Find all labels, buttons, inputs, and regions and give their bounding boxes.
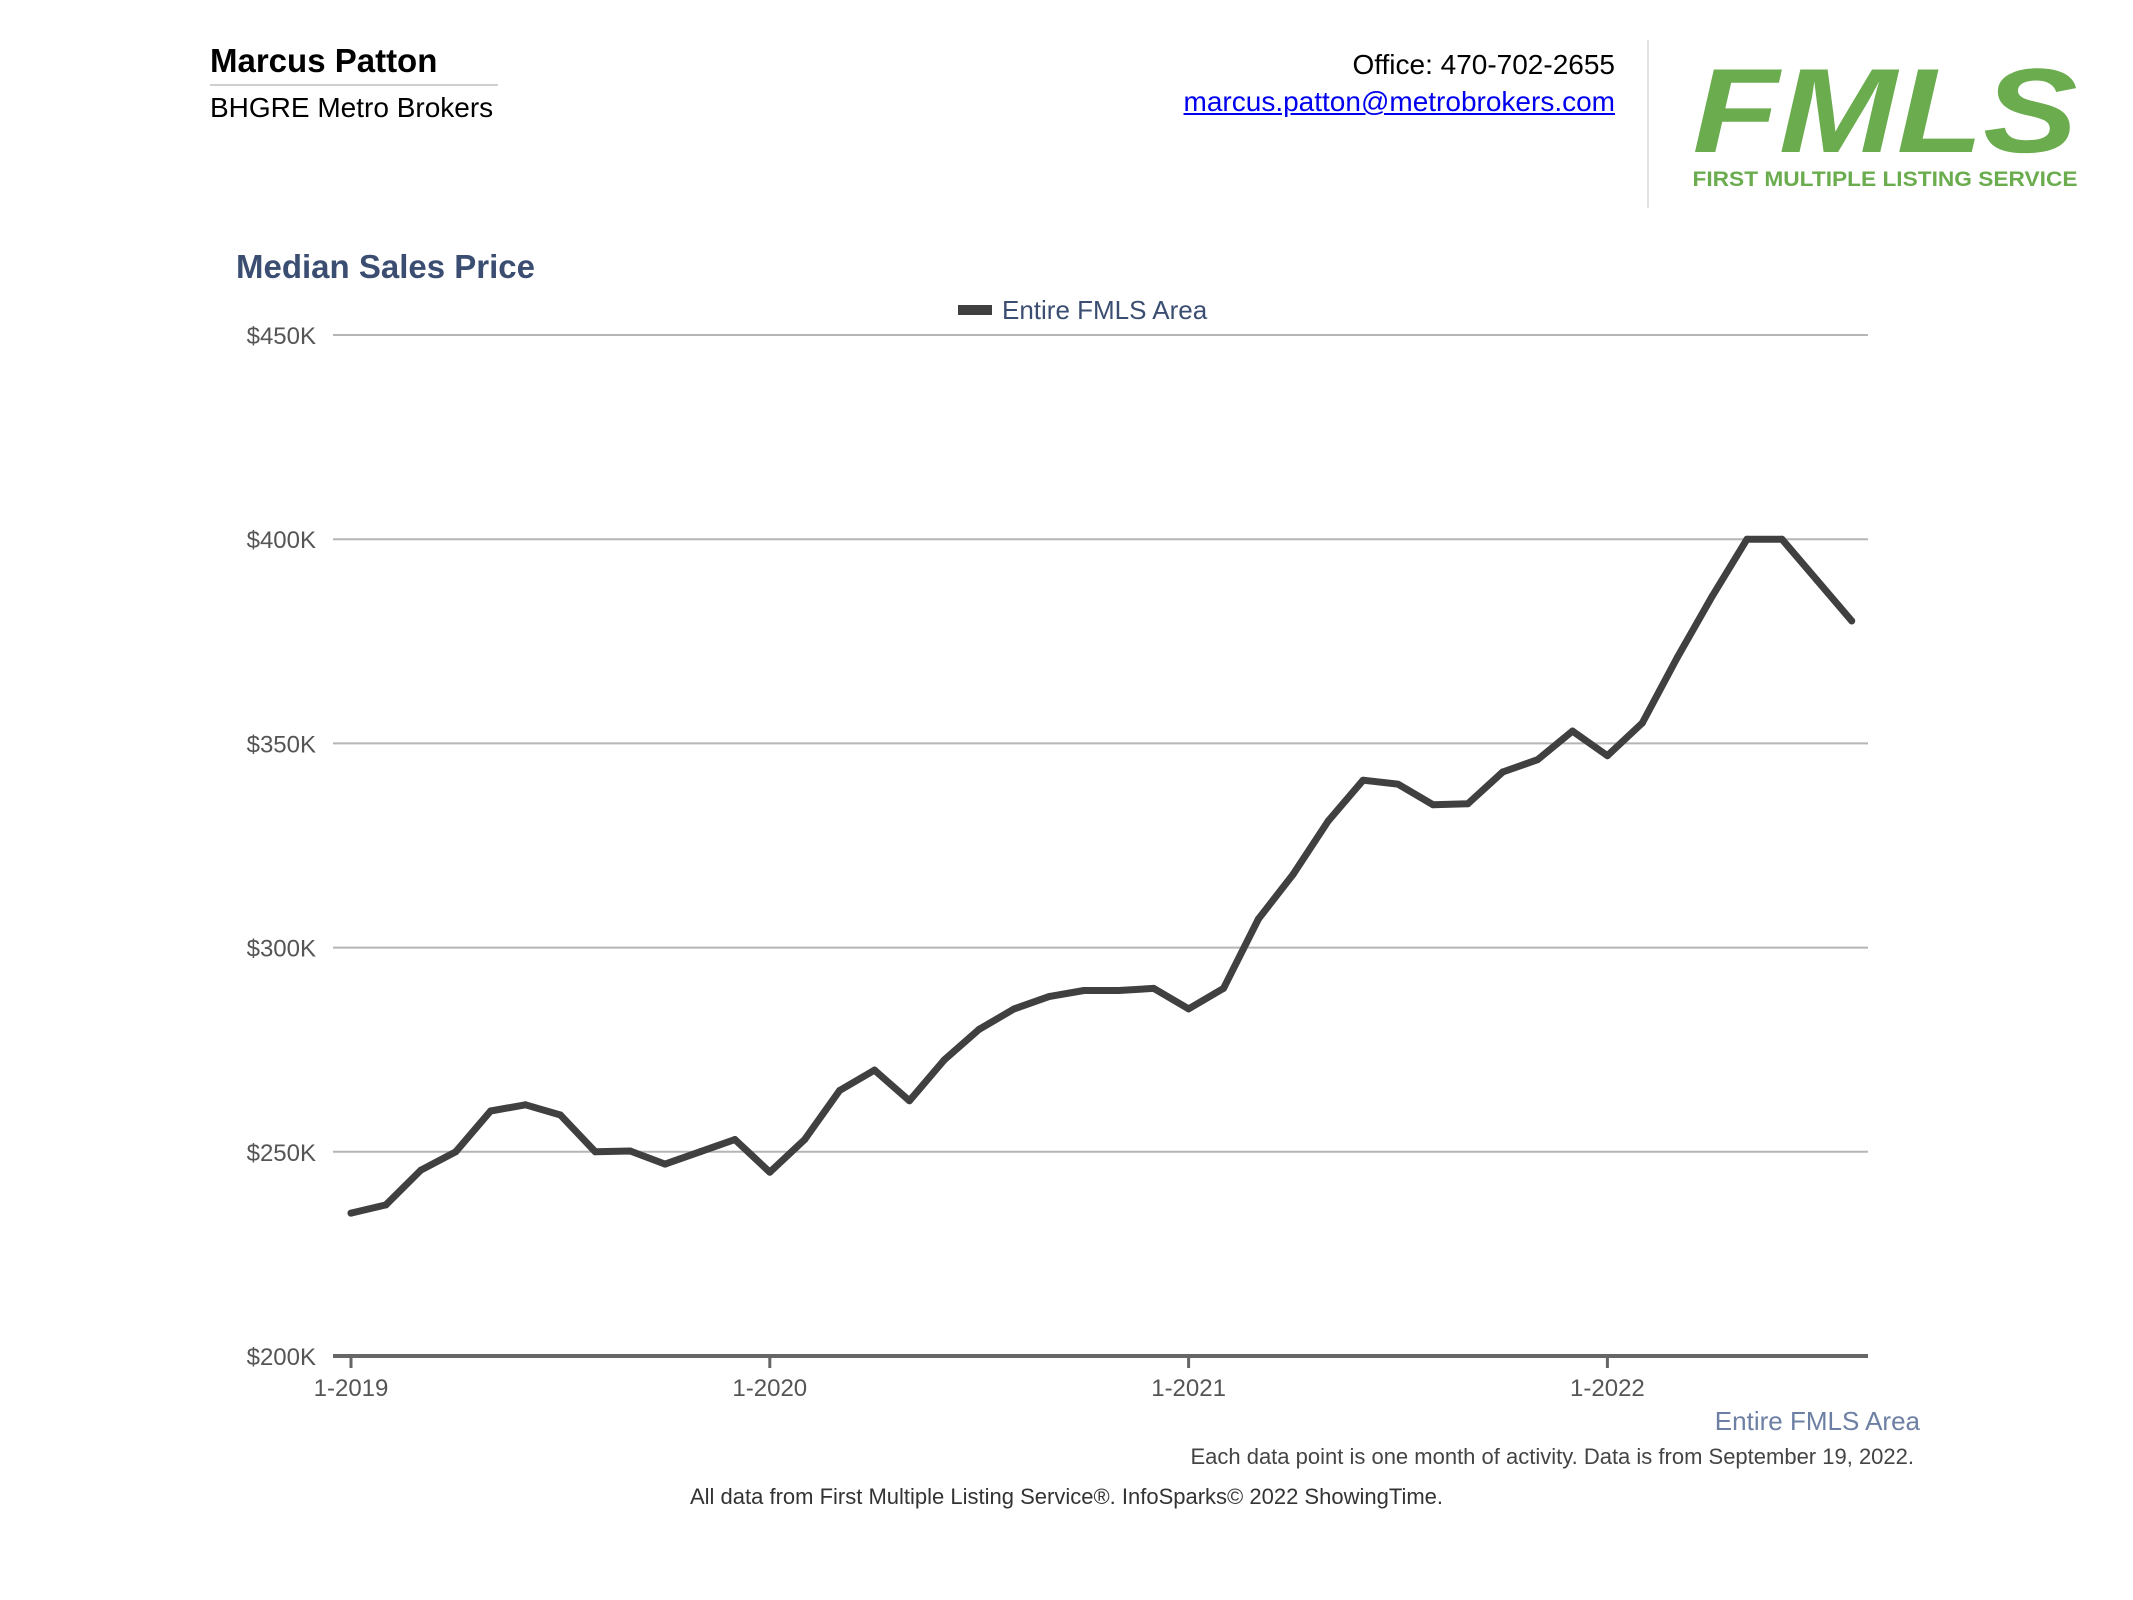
data-point [1743,535,1751,543]
data-point [626,1147,634,1155]
data-point [1220,984,1227,992]
data-point [1289,870,1297,878]
agent-company: BHGRE Metro Brokers [210,92,494,123]
data-point [1324,817,1332,825]
legend-entry: Entire FMLS Area [1002,295,1208,325]
y-tick-label: $450K [247,323,316,350]
data-point [1569,727,1576,735]
data-point [940,1056,948,1064]
data-point [766,1168,774,1176]
data-point [975,1025,983,1033]
series-label: Entire FMLS Area [1714,1406,1920,1436]
data-point [1603,752,1611,760]
x-tick-label: 1-2019 [314,1375,389,1402]
data-point [1080,987,1088,994]
data-point [696,1148,704,1156]
data-point [801,1136,809,1143]
x-tick-label: 1-2020 [732,1375,807,1402]
email-link[interactable]: marcus.patton@metrobrokers.com [1183,86,1615,117]
data-point [1394,780,1402,788]
data-point [1010,1005,1018,1013]
series-group [347,535,1856,1217]
data-point [1499,768,1507,776]
footnote: Each data point is one month of activity… [1190,1444,1914,1469]
office-phone: Office: 470-702-2655 [1352,49,1615,80]
grid-lines [333,334,1868,1153]
data-point [417,1166,425,1174]
data-point [1778,535,1786,543]
data-point [1045,993,1053,1001]
data-point [1185,1005,1193,1013]
y-axis-labels: $200K $250K $300K $350K $400K $450K [247,323,316,1371]
data-point [591,1148,599,1156]
data-point [487,1107,495,1115]
data-point [522,1101,529,1109]
logo-wordmark: FMLS [1693,52,2078,178]
name-underline [210,84,498,86]
chart-title: Median Sales Price [236,248,535,285]
series-line [347,535,1856,1217]
data-point [1708,592,1716,600]
data-point [1638,719,1646,727]
x-tick-label: 1-2021 [1151,1375,1226,1402]
y-tick-label: $400K [247,527,316,554]
y-tick-label: $300K [247,936,316,963]
logo-tagline: FIRST MULTIPLE LISTING SERVICE [1693,168,2078,191]
data-point [556,1111,564,1119]
data-point [1359,776,1367,784]
data-point [347,1209,355,1217]
header-divider [1647,40,1649,208]
data-point [871,1066,878,1074]
data-point [1254,915,1262,923]
data-point [661,1160,669,1168]
data-point [1115,987,1123,994]
data-point [731,1136,739,1143]
fmls-logo: FMLS FIRST MULTIPLE LISTING SERVICE [1693,52,2078,191]
data-point [836,1087,844,1094]
data-point [452,1148,460,1156]
data-point [1813,576,1821,584]
contact-block: Office: 470-702-2655 marcus.patton@metro… [1184,46,1615,120]
agent-name: Marcus Patton [210,42,438,79]
data-point [1464,800,1472,808]
x-tick-label: 1-2022 [1570,1375,1645,1402]
y-tick-label: $200K [247,1344,316,1371]
y-tick-label: $350K [247,731,316,758]
source-note: All data from First Multiple Listing Ser… [689,1484,1444,1509]
data-point [1429,801,1437,809]
data-point [1534,756,1542,764]
data-point [1673,654,1681,662]
chart-legend: Entire FMLS Area [958,295,1208,325]
data-point [382,1201,390,1209]
data-point [1150,984,1158,992]
y-tick-label: $250K [247,1140,316,1167]
x-axis: 1-2019 1-2020 1-2021 1-2022 [314,1354,1868,1402]
data-point [1848,617,1856,625]
legend-swatch [958,305,992,315]
data-point [905,1097,913,1105]
